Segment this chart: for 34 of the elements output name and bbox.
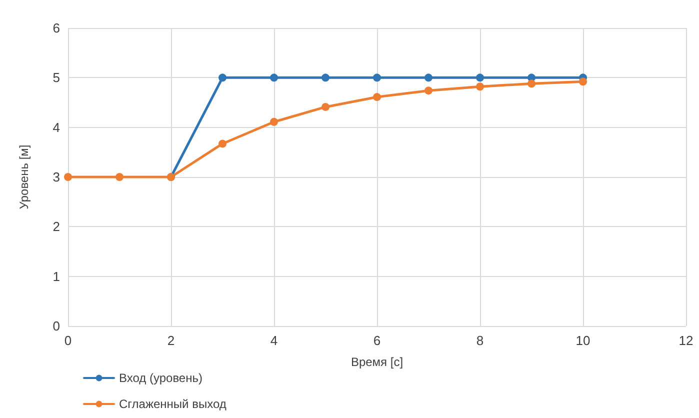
- y-tick-label: 3: [52, 170, 60, 184]
- point: [476, 82, 484, 91]
- y-tick-label: 6: [52, 20, 60, 36]
- point: [528, 80, 536, 88]
- point: [579, 78, 587, 86]
- point: [218, 140, 226, 148]
- point: [373, 74, 381, 82]
- point: [424, 86, 432, 95]
- point: [476, 74, 484, 82]
- y-tick-label: 0: [52, 318, 60, 334]
- y-tick-label: 2: [52, 219, 60, 234]
- point: [322, 74, 330, 82]
- point: [270, 118, 278, 126]
- x-tick-label: 10: [576, 333, 590, 348]
- point: [373, 93, 381, 102]
- y-tick-label: 4: [52, 120, 60, 135]
- x-axis-title: Время [с]: [350, 355, 404, 369]
- point: [64, 173, 72, 181]
- y-tick-label: 1: [52, 268, 60, 284]
- x-tick-label: 0: [64, 333, 72, 348]
- point: [116, 173, 124, 181]
- x-tick-label: 12: [678, 333, 694, 348]
- x-tick-label: 4: [270, 333, 278, 348]
- x-tick-label: 2: [167, 333, 175, 348]
- x-tick-label: 8: [476, 333, 484, 348]
- point: [218, 74, 226, 82]
- point: [270, 74, 278, 82]
- legend-label: Вход (уровень): [119, 371, 202, 385]
- point: [424, 74, 432, 82]
- y-axis-title: Уровень [м]: [17, 144, 31, 210]
- legend-label: Сглаженный выход: [119, 397, 226, 411]
- point: [322, 102, 330, 111]
- x-tick-label: 6: [373, 333, 381, 348]
- y-tick-label: 5: [52, 70, 60, 86]
